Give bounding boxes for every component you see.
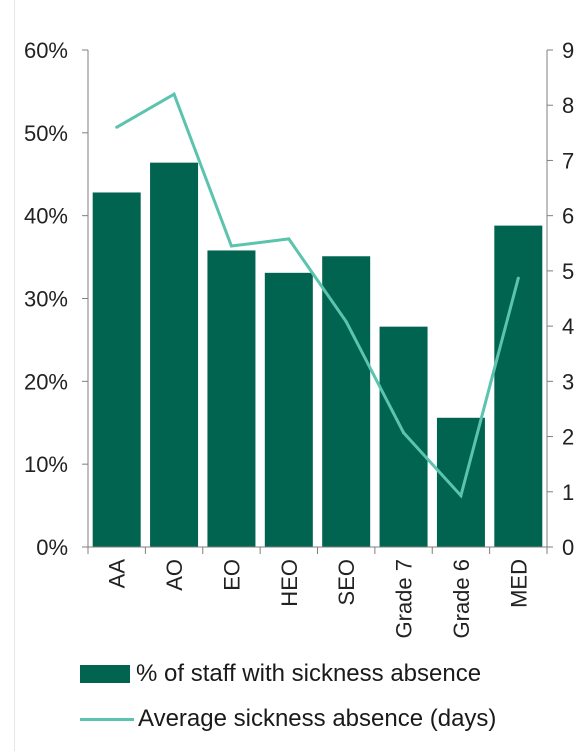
legend-line-swatch (80, 717, 134, 721)
x-tick-label: SEO (334, 559, 359, 605)
right-tick-label: 8 (562, 93, 574, 118)
right-tick-label: 3 (562, 369, 574, 394)
left-tick-label: 40% (24, 204, 68, 229)
right-tick-label: 1 (562, 480, 574, 505)
line-point-grade-7 (402, 431, 406, 435)
right-tick-label: 9 (562, 38, 574, 63)
right-tick-label: 6 (562, 204, 574, 229)
right-tick-label: 5 (562, 259, 574, 284)
legend-bar-swatch (80, 665, 130, 683)
line-point-seo (344, 320, 348, 324)
left-tick-label: 20% (24, 369, 68, 394)
line-point-aa (115, 125, 119, 129)
line-point-grade-6 (459, 494, 463, 498)
bar-aa (92, 192, 141, 547)
left-tick-label: 50% (24, 121, 68, 146)
x-tick-label: Grade 7 (392, 559, 417, 639)
line-point-eo (229, 244, 233, 248)
x-tick-label: EO (219, 559, 244, 591)
right-tick-label: 2 (562, 425, 574, 450)
bar-eo (207, 250, 256, 547)
x-tick-label: MED (506, 559, 531, 608)
left-tick-label: 30% (24, 287, 68, 312)
bar-med (494, 225, 543, 547)
x-tick-label: Grade 6 (449, 559, 474, 639)
bar-heo (264, 272, 313, 547)
legend-bar-label: % of staff with sickness absence (136, 660, 482, 687)
right-tick-label: 0 (562, 535, 574, 560)
line-point-med (516, 276, 520, 280)
x-tick-label: AO (162, 559, 187, 591)
x-tick-label: AA (105, 559, 130, 589)
left-border-rule (14, 0, 15, 751)
legend-bar-entry: % of staff with sickness absence (80, 660, 580, 688)
legend-line-entry: Average sickness absence (days) (80, 705, 580, 733)
line-point-heo (287, 237, 291, 241)
left-tick-label: 10% (24, 452, 68, 477)
x-tick-label: HEO (277, 559, 302, 607)
right-tick-label: 7 (562, 148, 574, 173)
line-point-ao (172, 92, 176, 96)
left-tick-label: 0% (36, 535, 68, 560)
right-tick-label: 4 (562, 314, 574, 339)
bar-seo (322, 256, 371, 547)
bar-ao (150, 162, 199, 548)
left-tick-label: 60% (24, 38, 68, 63)
line-average-sickness-absence (115, 92, 520, 499)
legend-line-label: Average sickness absence (days) (138, 705, 497, 732)
bar-grade-7 (379, 326, 428, 547)
